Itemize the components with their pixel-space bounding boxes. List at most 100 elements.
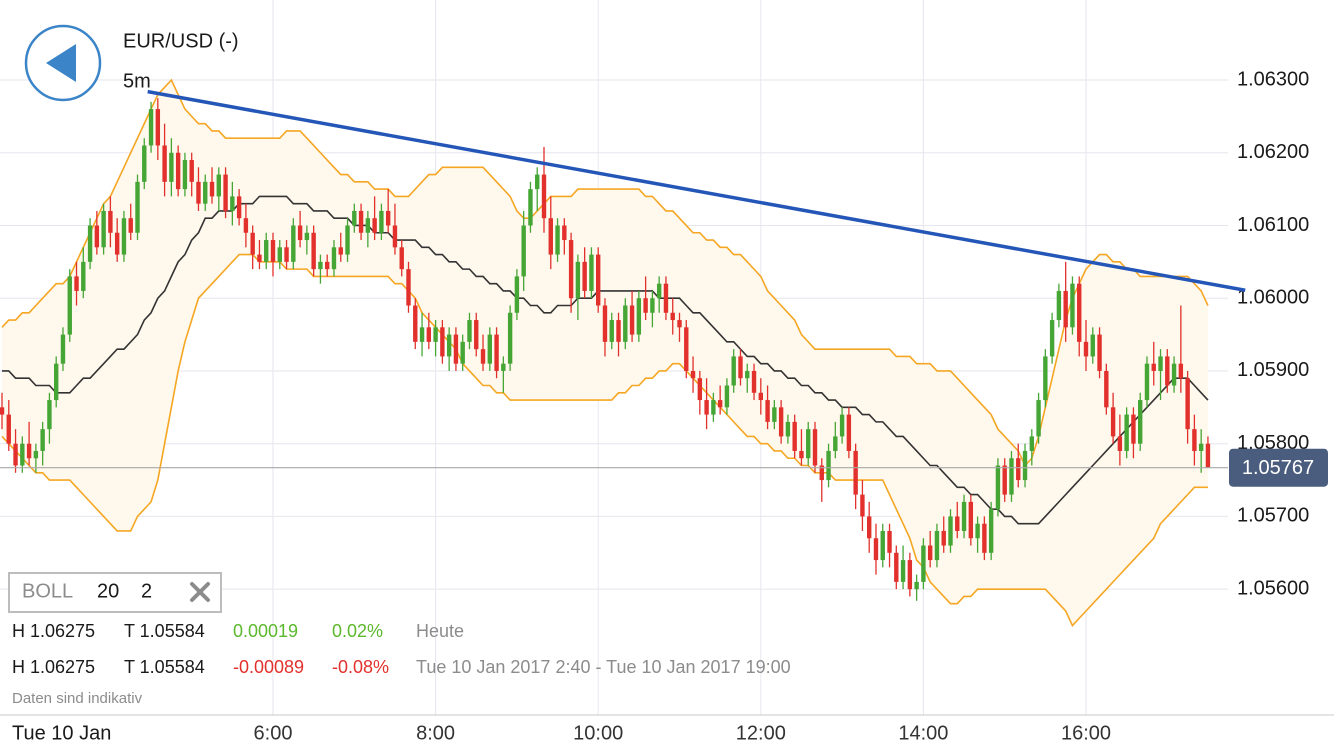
candle-body (162, 145, 167, 182)
candle-body (1124, 414, 1129, 451)
candle-body (833, 436, 838, 451)
candle-body (257, 254, 262, 262)
last-price-label: 1.05767 (1242, 457, 1314, 479)
candle-body (772, 407, 777, 422)
candle-body (135, 181, 140, 233)
candle-body (1185, 378, 1190, 430)
candle-body (1158, 356, 1163, 371)
y-tick-label: 1.05900 (1237, 359, 1309, 381)
candles (0, 98, 1211, 601)
candle-body (812, 429, 818, 466)
candle-body (731, 356, 736, 386)
candle-body (413, 305, 418, 342)
y-tick-label: 1.06200 (1237, 141, 1309, 163)
candle-body (189, 160, 194, 182)
candle-body (914, 581, 919, 590)
candle-body (745, 370, 750, 379)
candle-body (230, 196, 235, 211)
candle-body (934, 530, 940, 561)
candle-body (108, 210, 113, 233)
candle-body (521, 225, 526, 277)
change: -0.00089 (233, 657, 304, 677)
candle-body (941, 530, 946, 546)
candle-body (568, 240, 574, 299)
candle-body (270, 240, 276, 262)
candle-body (968, 501, 974, 539)
candle-body (284, 247, 289, 262)
candle-body (961, 501, 967, 531)
candle-body (575, 261, 581, 299)
candle-body (778, 407, 784, 437)
candle-body (602, 305, 608, 342)
candle-body (900, 560, 906, 582)
middle-band (2, 195, 1209, 525)
candle-body (684, 327, 689, 371)
change: 0.00019 (233, 621, 298, 641)
candle-body (1104, 370, 1109, 408)
candle-body (894, 552, 899, 582)
candle-body (697, 378, 703, 401)
candle-body (446, 334, 452, 357)
candle-body (541, 174, 547, 219)
candle-body (460, 341, 465, 364)
back-button[interactable] (24, 24, 102, 102)
candle-body (636, 298, 642, 335)
candle-body (0, 407, 5, 415)
period: Tue 10 Jan 2017 2:40 - Tue 10 Jan 2017 1… (416, 657, 791, 677)
back-button-arrow[interactable] (46, 44, 76, 82)
candle-body (60, 334, 66, 364)
candle-body (982, 523, 987, 553)
remove-icon[interactable] (190, 582, 210, 602)
candle-body (148, 109, 154, 146)
candle-body (480, 349, 486, 364)
y-tick-label: 1.05600 (1237, 577, 1309, 599)
candle-body (1110, 407, 1116, 437)
candle-body (616, 320, 621, 342)
candle-body (1178, 363, 1184, 379)
y-tick-label: 1.06300 (1237, 68, 1309, 90)
candle-body (1049, 320, 1055, 357)
candle-body (1083, 341, 1089, 357)
candle-body (643, 298, 648, 313)
candle-body (155, 109, 161, 146)
candle-body (670, 312, 675, 321)
date-label: Tue 10 Jan (12, 722, 111, 744)
candle-body (650, 298, 655, 313)
candle-body (623, 305, 628, 342)
candle-body (311, 232, 316, 270)
candle-body (114, 232, 120, 255)
candle-body (975, 523, 980, 539)
high: H 1.06275 (12, 621, 95, 641)
candle-body (1022, 450, 1028, 481)
candle-body (297, 225, 303, 241)
candle-body (839, 414, 845, 437)
candle-body (358, 210, 364, 233)
candle-body (74, 276, 79, 291)
candle-body (528, 189, 533, 226)
candle-body (419, 327, 425, 342)
y-tick-label: 1.05800 (1237, 432, 1309, 454)
candle-body (379, 210, 384, 233)
candle-body (406, 269, 411, 306)
candle-body (1090, 334, 1095, 357)
candle-body (1171, 363, 1177, 386)
candle-body (26, 443, 32, 459)
indicator-period: 20 (97, 580, 119, 602)
remove-indicator[interactable] (190, 582, 210, 602)
candle-body (562, 225, 567, 241)
candle-body (819, 465, 824, 481)
x-tick-label: 6:00 (254, 722, 293, 744)
candle-body (995, 465, 1001, 510)
candle-body (1117, 436, 1123, 451)
candle-body (921, 545, 926, 582)
x-tick-label: 16:00 (1061, 722, 1111, 744)
candle-body (325, 261, 330, 270)
candle-body (433, 327, 438, 342)
candle-body (250, 232, 255, 255)
candle-body (860, 494, 865, 517)
candle-body (907, 560, 913, 590)
candle-body (663, 283, 669, 313)
candle-body (717, 400, 723, 408)
candle-body (1077, 283, 1082, 342)
y-tick-label: 1.06100 (1237, 214, 1309, 236)
